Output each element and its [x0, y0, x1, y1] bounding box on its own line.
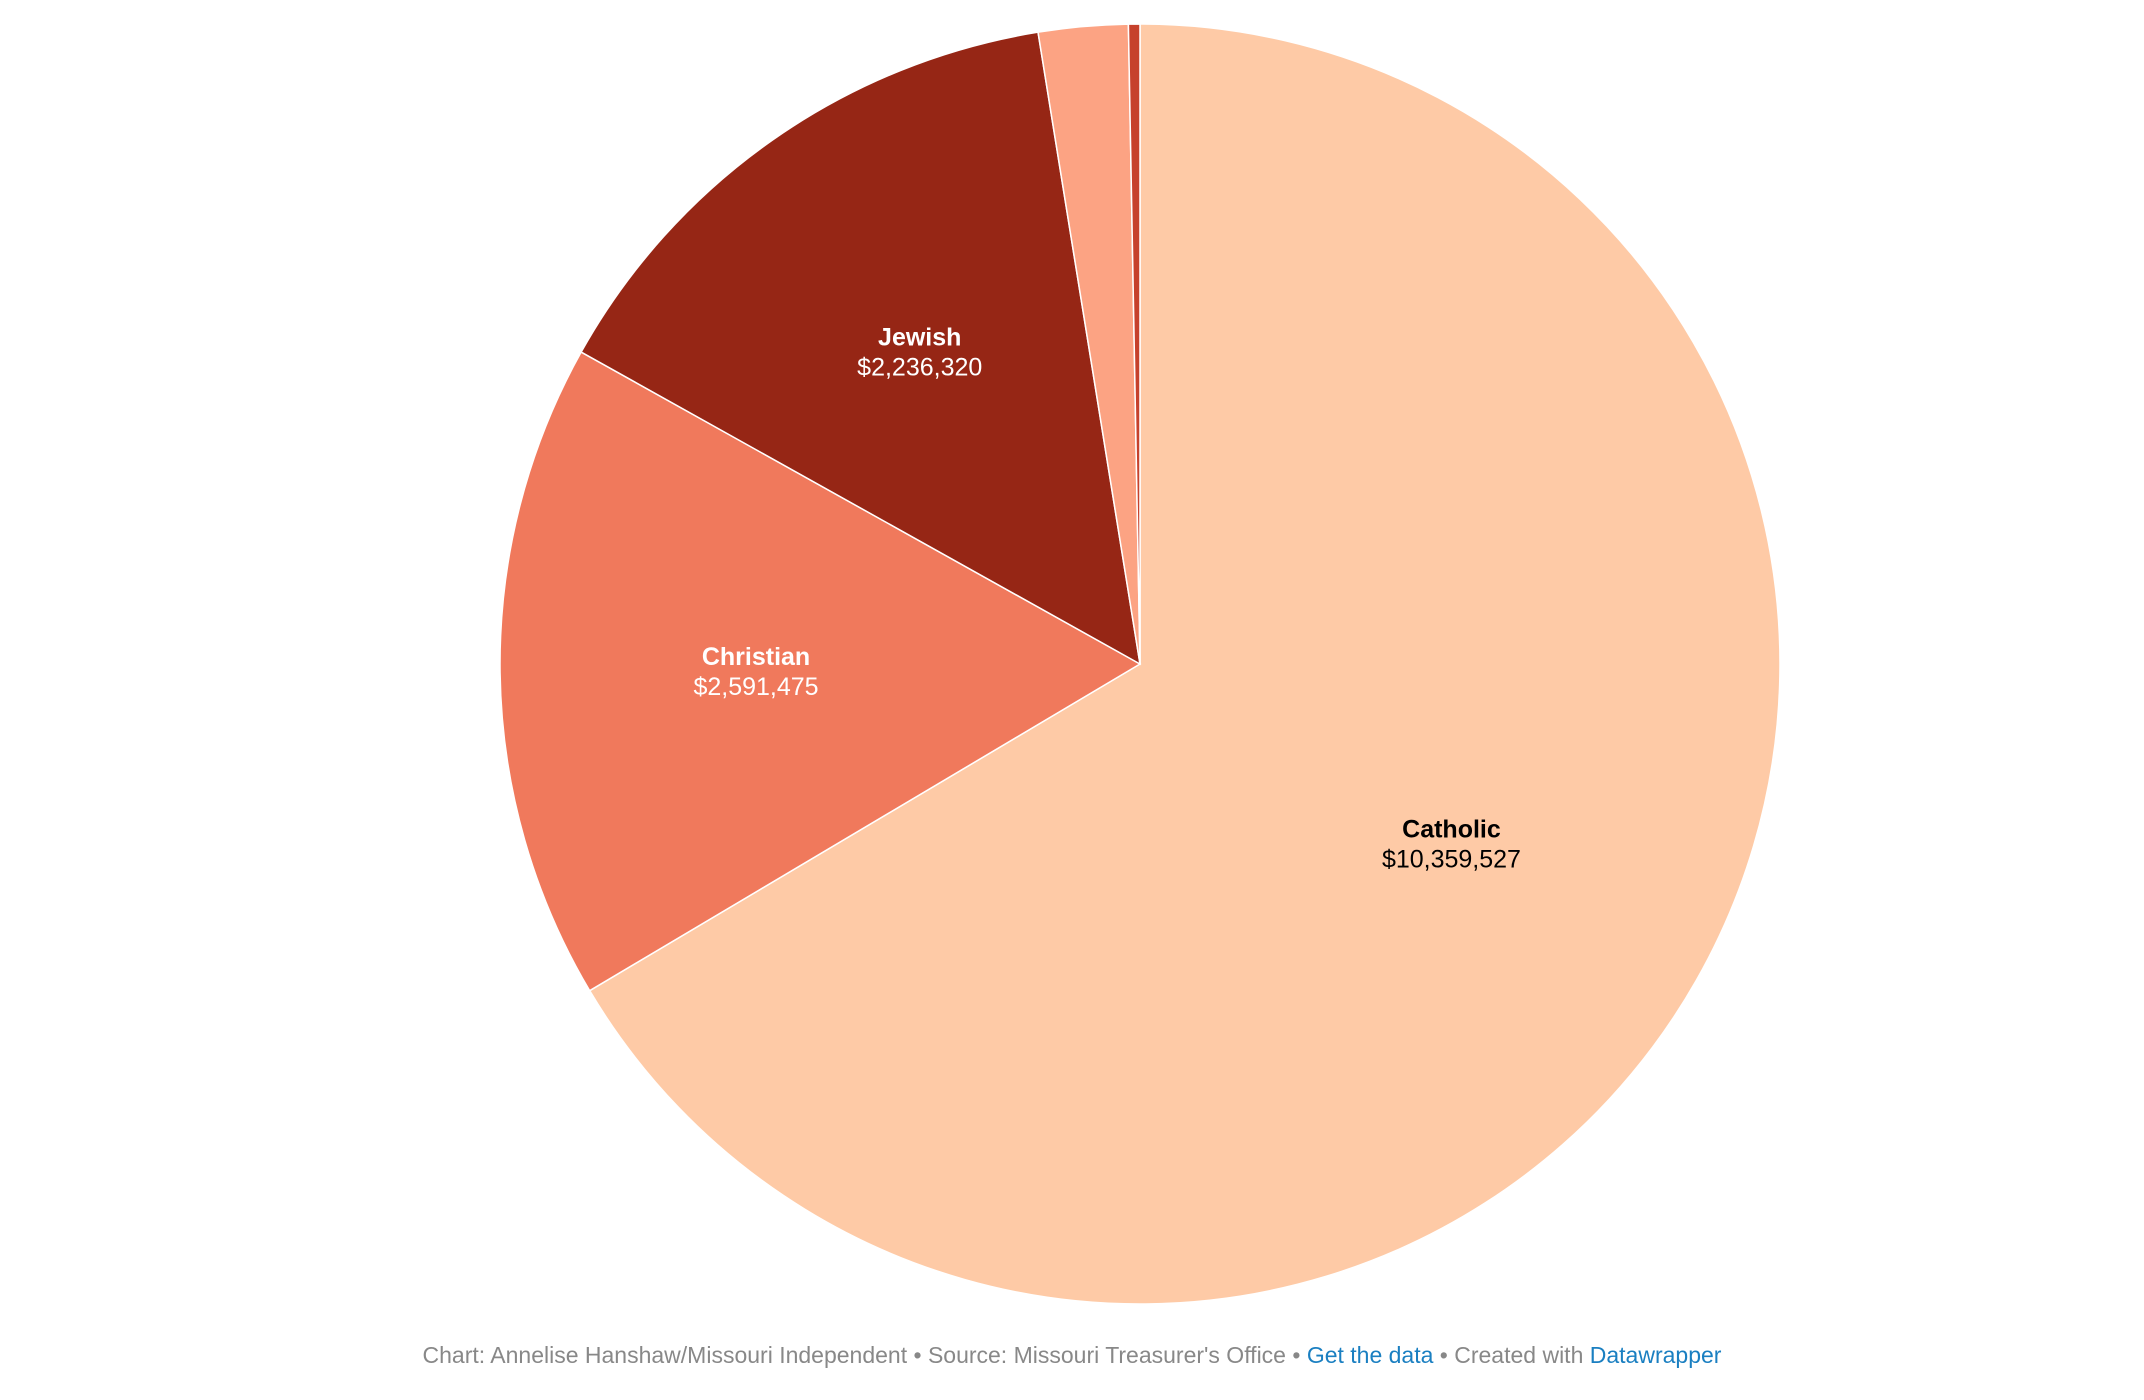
pie-slice-jewish	[580, 31, 1141, 666]
slice-label-name: Jewish	[878, 323, 961, 351]
created-with-text: Created with	[1454, 1342, 1584, 1368]
separator: •	[1285, 1342, 1307, 1368]
pie-slices	[499, 23, 1781, 1305]
slice-label-value: $2,591,475	[693, 673, 818, 701]
pie-slice-catholic	[588, 23, 1781, 1305]
slice-label-value: $10,359,527	[1382, 845, 1521, 873]
separator: •	[907, 1342, 928, 1368]
slice-label-name: Christian	[702, 643, 810, 671]
pie-slice-christian	[499, 351, 1142, 992]
slice-label-value: $2,236,320	[857, 353, 982, 381]
chart-credit: Chart: Annelise Hanshaw/Missouri Indepen…	[422, 1342, 908, 1368]
pie-labels: Catholic$10,359,527 Christian$2,591,475 Je…	[693, 323, 1521, 873]
datawrapper-link[interactable]: Datawrapper	[1589, 1342, 1722, 1368]
get-the-data-link[interactable]: Get the data	[1306, 1342, 1434, 1368]
chart-footer: Chart: Annelise Hanshaw/Missouri Indepen…	[0, 1342, 2144, 1369]
separator: •	[1433, 1342, 1455, 1368]
pie-chart: Catholic$10,359,527 Christian$2,591,475 Je…	[499, 23, 1781, 1305]
slice-label-name: Catholic	[1402, 815, 1501, 843]
chart-source: Source: Missouri Treasurer's Office	[927, 1342, 1286, 1368]
pie-slice-4	[1127, 23, 1141, 665]
